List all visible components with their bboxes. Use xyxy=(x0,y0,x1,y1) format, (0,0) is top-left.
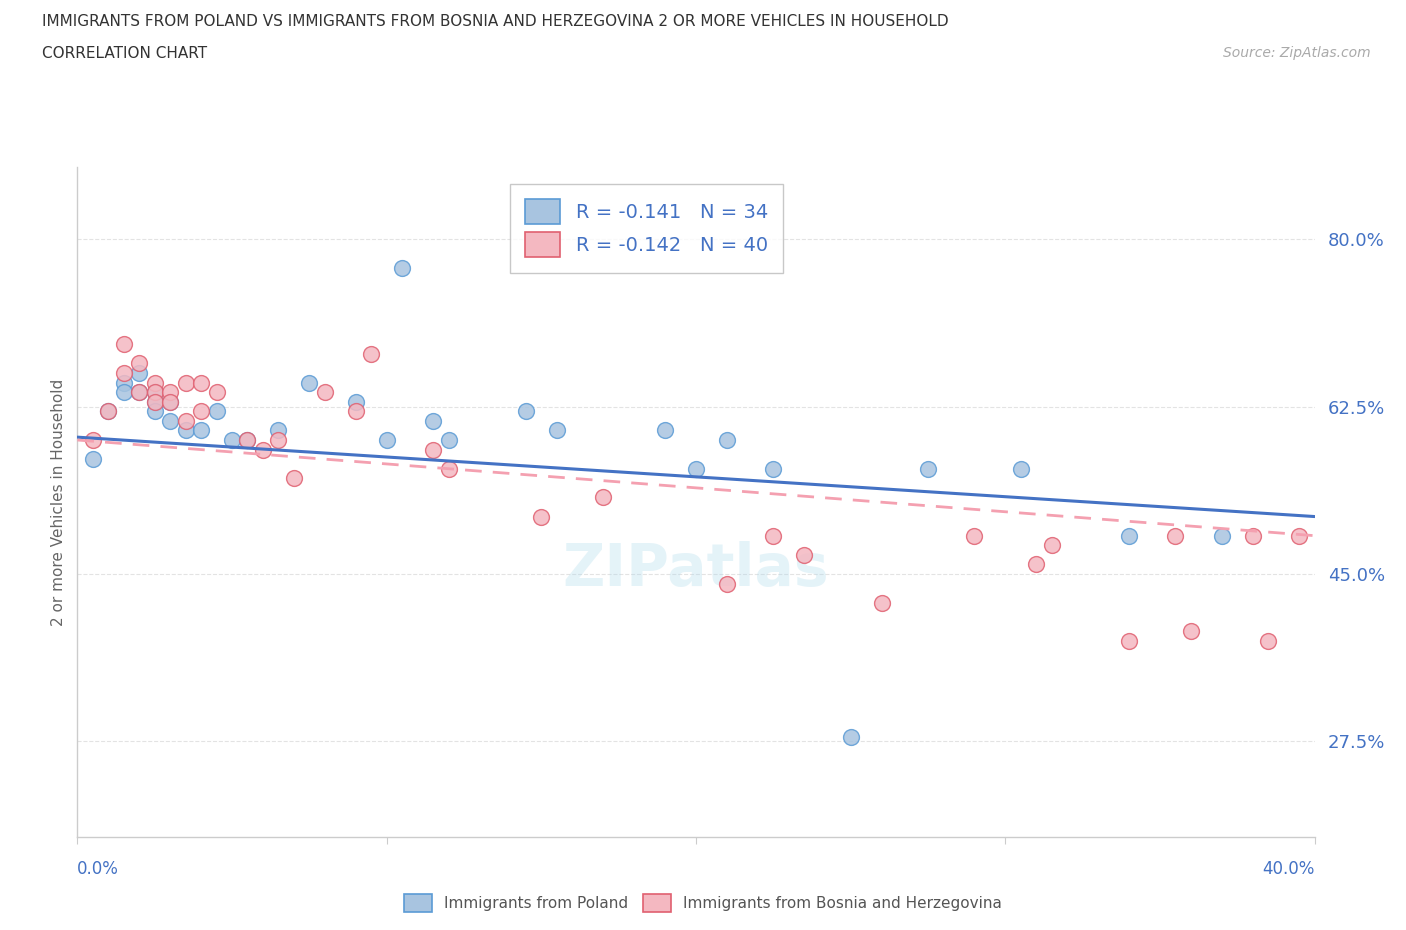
Point xyxy=(112,385,135,400)
Point xyxy=(82,452,104,467)
Point xyxy=(143,394,166,409)
Point xyxy=(283,471,305,485)
Point xyxy=(870,595,893,610)
Point xyxy=(128,385,150,400)
Point xyxy=(143,394,166,409)
Point xyxy=(839,729,862,744)
Legend: R = -0.141   N = 34, R = -0.142   N = 40: R = -0.141 N = 34, R = -0.142 N = 40 xyxy=(509,184,783,272)
Point xyxy=(174,414,197,429)
Point xyxy=(1040,538,1063,552)
Text: CORRELATION CHART: CORRELATION CHART xyxy=(42,46,207,61)
Point xyxy=(530,509,553,524)
Point xyxy=(1025,557,1047,572)
Point xyxy=(1010,461,1032,476)
Point xyxy=(252,442,274,457)
Point xyxy=(159,394,181,409)
Point xyxy=(344,394,367,409)
Point xyxy=(143,375,166,390)
Point xyxy=(592,490,614,505)
Point xyxy=(314,385,336,400)
Point xyxy=(159,394,181,409)
Point xyxy=(437,432,460,447)
Point xyxy=(159,414,181,429)
Point xyxy=(917,461,939,476)
Text: ZIPatlas: ZIPatlas xyxy=(562,540,830,598)
Point xyxy=(97,404,120,418)
Point xyxy=(762,461,785,476)
Point xyxy=(1118,633,1140,648)
Point xyxy=(793,548,815,563)
Point xyxy=(344,404,367,418)
Point xyxy=(654,423,676,438)
Text: IMMIGRANTS FROM POLAND VS IMMIGRANTS FROM BOSNIA AND HERZEGOVINA 2 OR MORE VEHIC: IMMIGRANTS FROM POLAND VS IMMIGRANTS FRO… xyxy=(42,14,949,29)
Text: 0.0%: 0.0% xyxy=(77,860,120,878)
Point xyxy=(174,375,197,390)
Point xyxy=(82,432,104,447)
Point xyxy=(375,432,398,447)
Point xyxy=(546,423,568,438)
Point xyxy=(963,528,986,543)
Point xyxy=(236,432,259,447)
Point xyxy=(97,404,120,418)
Text: Source: ZipAtlas.com: Source: ZipAtlas.com xyxy=(1223,46,1371,60)
Point xyxy=(267,432,290,447)
Point xyxy=(143,385,166,400)
Point xyxy=(391,260,413,275)
Point xyxy=(221,432,243,447)
Legend: Immigrants from Poland, Immigrants from Bosnia and Herzegovina: Immigrants from Poland, Immigrants from … xyxy=(398,888,1008,918)
Point xyxy=(422,414,444,429)
Point xyxy=(1257,633,1279,648)
Point xyxy=(298,375,321,390)
Point xyxy=(1180,624,1202,639)
Text: 40.0%: 40.0% xyxy=(1263,860,1315,878)
Point xyxy=(159,385,181,400)
Point xyxy=(128,356,150,371)
Point xyxy=(128,365,150,380)
Point xyxy=(1164,528,1187,543)
Point xyxy=(236,432,259,447)
Point xyxy=(437,461,460,476)
Point xyxy=(205,385,228,400)
Point xyxy=(422,442,444,457)
Point xyxy=(267,423,290,438)
Point xyxy=(1211,528,1233,543)
Point xyxy=(1288,528,1310,543)
Point xyxy=(174,423,197,438)
Point xyxy=(112,375,135,390)
Point xyxy=(205,404,228,418)
Point xyxy=(112,365,135,380)
Point xyxy=(190,423,212,438)
Point xyxy=(190,375,212,390)
Point xyxy=(685,461,707,476)
Point xyxy=(1118,528,1140,543)
Point xyxy=(762,528,785,543)
Point xyxy=(128,385,150,400)
Point xyxy=(716,576,738,591)
Point xyxy=(360,347,382,362)
Point xyxy=(515,404,537,418)
Point xyxy=(143,404,166,418)
Point xyxy=(716,432,738,447)
Y-axis label: 2 or more Vehicles in Household: 2 or more Vehicles in Household xyxy=(51,379,66,626)
Point xyxy=(143,385,166,400)
Point xyxy=(112,337,135,352)
Point xyxy=(1241,528,1264,543)
Point xyxy=(190,404,212,418)
